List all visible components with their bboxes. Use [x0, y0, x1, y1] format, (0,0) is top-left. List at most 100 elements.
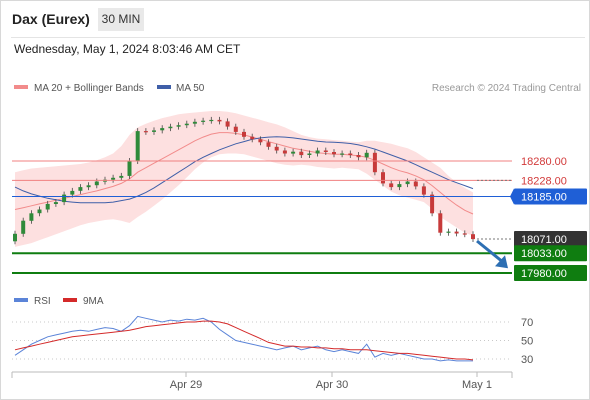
candle-body — [274, 146, 279, 151]
legend-label-ma20: MA 20 + Bollinger Bands — [34, 83, 144, 94]
candle-body — [94, 181, 99, 186]
x-axis: Apr 29 Apr 30 May 1 — [11, 371, 513, 391]
candle-body — [86, 185, 91, 188]
rsi-panel: RSI 9MA 70 50 30 — [12, 296, 533, 366]
forecast-arrow-head — [495, 255, 508, 269]
candle-body — [70, 190, 75, 195]
candle-body — [348, 153, 353, 155]
candle-body — [37, 209, 42, 214]
candle-body — [119, 175, 124, 178]
interval-selector[interactable]: 30 MIN — [98, 8, 144, 31]
legend-swatch-ma50 — [157, 85, 171, 89]
candle-body — [217, 119, 222, 122]
candle-body — [462, 233, 467, 235]
candle-body — [111, 177, 116, 180]
candle-body — [201, 120, 206, 122]
candle-body — [266, 142, 271, 147]
candle-body — [430, 194, 435, 214]
candle-body — [438, 213, 443, 233]
x-tick-labels: Apr 29 Apr 30 May 1 — [170, 372, 492, 391]
candle-body — [184, 123, 189, 126]
candle-body — [45, 203, 50, 210]
candle-body — [315, 150, 320, 154]
legend-swatch-9ma — [63, 298, 77, 302]
candle-body — [258, 139, 263, 143]
price-label-resistance: 18228.00 — [521, 175, 567, 187]
candle-body — [160, 128, 165, 131]
price-label-current: 18071.00 — [521, 234, 567, 246]
main-legend: MA 20 + Bollinger Bands MA 50 Research ©… — [14, 83, 581, 94]
candle-body — [13, 233, 17, 242]
candle-body — [135, 131, 140, 161]
legend-label-ma50: MA 50 — [176, 83, 205, 94]
header-divider — [11, 37, 585, 38]
candle-body — [225, 121, 230, 127]
chart-header: Dax (Eurex) 30 MIN — [1, 1, 589, 37]
candle-body — [397, 184, 402, 188]
legend-label-rsi: RSI — [34, 296, 51, 307]
candle-body — [340, 153, 345, 155]
price-label-support: 18033.00 — [521, 248, 567, 260]
candle-body — [29, 213, 34, 221]
rsi-ma-line — [14, 320, 474, 361]
price-label-pivot: 18185.00 — [521, 192, 567, 204]
candle-body — [127, 161, 132, 176]
watermark: Research © 2024 Trading Central — [432, 83, 581, 94]
price-label-resistance: 18280.00 — [521, 156, 567, 168]
candle-body — [307, 153, 312, 155]
candle-body — [291, 151, 296, 154]
price-tag-support — [514, 245, 587, 262]
price-tag-pivot — [514, 188, 587, 205]
candle-body — [242, 131, 246, 137]
level-lines: 18280.00 18228.00 18185.00 18071.00 18033.00… — [12, 156, 587, 281]
candle-body — [21, 220, 26, 234]
legend-swatch-ma20 — [14, 85, 28, 89]
price-tag-current — [514, 231, 587, 247]
candle-body — [446, 231, 451, 233]
candle-body — [192, 121, 197, 124]
candle-body — [250, 136, 255, 140]
candle-body — [62, 194, 67, 203]
candle-body — [421, 186, 426, 195]
candle-body — [471, 234, 475, 240]
candle-body — [78, 187, 83, 191]
rsi-tick-label: 70 — [521, 317, 533, 329]
candle-body — [282, 150, 287, 154]
x-tick-label: May 1 — [462, 379, 492, 391]
candles — [13, 116, 475, 245]
forecast-arrow-shaft — [476, 239, 503, 263]
candle-body — [176, 125, 181, 127]
x-tick-label: Apr 29 — [170, 379, 202, 391]
candle-body — [389, 183, 394, 188]
price-label-support: 17980.00 — [521, 268, 567, 280]
candle-body — [299, 151, 304, 156]
price-tag-support — [514, 265, 587, 281]
candle-body — [405, 181, 410, 185]
ma50-line — [14, 136, 474, 204]
candle-body — [454, 231, 459, 234]
x-tick-label: Apr 30 — [316, 379, 348, 391]
rsi-line — [14, 315, 473, 362]
legend-swatch-rsi — [14, 298, 28, 302]
candle-body — [152, 130, 156, 132]
candle-body — [364, 152, 369, 158]
candle-body — [209, 119, 214, 122]
candle-body — [53, 202, 58, 204]
candle-body — [372, 152, 377, 173]
candle-body — [356, 155, 361, 158]
instrument-title: Dax (Eurex) — [12, 11, 90, 27]
legend-label-9ma: 9MA — [83, 296, 104, 307]
candle-body — [143, 131, 148, 133]
price-plot: 18280.00 18228.00 18185.00 18071.00 18033.00… — [12, 111, 587, 281]
candle-body — [381, 172, 385, 184]
candle-body — [323, 150, 328, 152]
rsi-tick-label: 30 — [521, 354, 533, 366]
candle-body — [168, 126, 173, 129]
timestamp: Wednesday, May 1, 2024 8:03:46 AM CET — [14, 42, 241, 56]
candle-body — [413, 181, 418, 187]
forecast-arrow — [476, 239, 508, 269]
candle-body — [233, 126, 238, 132]
candle-body — [332, 152, 336, 155]
